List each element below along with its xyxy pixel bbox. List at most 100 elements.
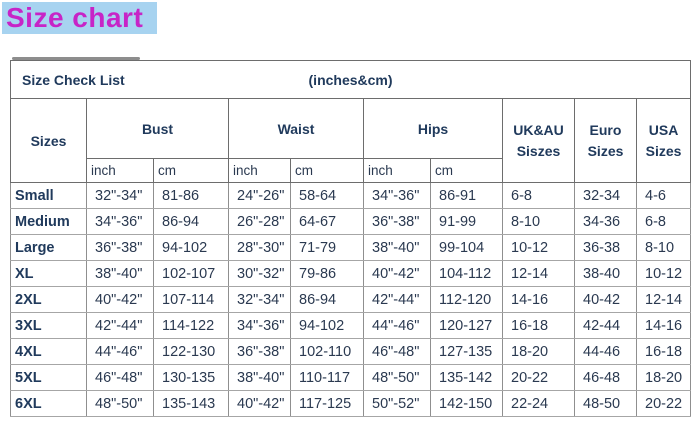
euro-size-value: 34-36 — [574, 208, 637, 235]
euro-size-value: 48-50 — [574, 390, 637, 417]
euro-size-value: 38-40 — [574, 260, 637, 287]
table-row: Small 32"-34" 81-86 24"-26" 58-64 34"-36… — [10, 182, 692, 209]
euro-size-value: 32-34 — [574, 182, 637, 209]
usa-size-value: 6-8 — [635, 208, 692, 235]
hips-inch-value: 36"-38" — [363, 208, 431, 235]
ukau-size-value: 22-24 — [502, 390, 575, 417]
hips-cm-value: 99-104 — [430, 234, 503, 261]
hips-cm-value: 112-120 — [430, 286, 503, 313]
euro-size-value: 42-44 — [574, 312, 637, 339]
unit-header-hips-cm: cm — [430, 158, 503, 183]
usa-size-value: 10-12 — [635, 260, 692, 287]
size-label: 6XL — [10, 390, 87, 417]
waist-cm-value: 86-94 — [290, 286, 364, 313]
size-chart-table: Size Check List (inches&cm) Sizes Bust W… — [9, 60, 692, 417]
waist-cm-value: 117-125 — [290, 390, 364, 417]
table-row: 6XL 48"-50" 135-143 40"-42" 117-125 50"-… — [10, 390, 692, 417]
bust-inch-value: 40"-42" — [86, 286, 154, 313]
ukau-size-value: 6-8 — [502, 182, 575, 209]
bust-inch-value: 32"-34" — [86, 182, 154, 209]
column-header-euro-sizes: Euro Sizes — [574, 98, 637, 183]
bust-inch-value: 42"-44" — [86, 312, 154, 339]
unit-header-row: inch cm inch cm inch cm — [11, 158, 691, 183]
hips-inch-value: 40"-42" — [363, 260, 431, 287]
ukau-size-value: 20-22 — [502, 364, 575, 391]
euro-size-value: 36-38 — [574, 234, 637, 261]
waist-cm-value: 79-86 — [290, 260, 364, 287]
column-header-usa-sizes: USA Sizes — [635, 98, 692, 183]
euro-size-value: 46-48 — [574, 364, 637, 391]
ukau-size-value: 18-20 — [502, 338, 575, 365]
bust-cm-value: 122-130 — [153, 338, 229, 365]
hips-inch-value: 48"-50" — [363, 364, 431, 391]
waist-cm-value: 110-117 — [290, 364, 364, 391]
bust-cm-value: 107-114 — [153, 286, 229, 313]
caption-title: Size Check List — [22, 71, 125, 88]
unit-header-bust-cm: cm — [153, 158, 229, 183]
hips-cm-value: 120-127 — [430, 312, 503, 339]
hips-cm-value: 104-112 — [430, 260, 503, 287]
hips-inch-value: 44"-46" — [363, 312, 431, 339]
bust-inch-value: 38"-40" — [86, 260, 154, 287]
waist-inch-value: 28"-30" — [228, 234, 291, 261]
waist-inch-value: 24"-26" — [228, 182, 291, 209]
waist-inch-value: 40"-42" — [228, 390, 291, 417]
column-header-hips: Hips — [363, 98, 503, 159]
ukau-size-value: 12-14 — [502, 260, 575, 287]
ukau-size-value: 8-10 — [502, 208, 575, 235]
usa-size-value: 8-10 — [635, 234, 692, 261]
usa-size-value: 12-14 — [635, 286, 692, 313]
euro-size-value: 40-42 — [574, 286, 637, 313]
caption-units: (inches&cm) — [308, 71, 393, 88]
size-label: 2XL — [10, 286, 87, 313]
waist-cm-value: 58-64 — [290, 182, 364, 209]
page-title: Size chart — [2, 2, 158, 34]
bust-inch-value: 44"-46" — [86, 338, 154, 365]
waist-inch-value: 38"-40" — [228, 364, 291, 391]
bust-cm-value: 135-143 — [153, 390, 229, 417]
size-label: 3XL — [10, 312, 87, 339]
bust-inch-value: 36"-38" — [86, 234, 154, 261]
usa-size-value: 16-18 — [635, 338, 692, 365]
waist-cm-value: 102-110 — [290, 338, 364, 365]
waist-cm-value: 94-102 — [290, 312, 364, 339]
hips-cm-value: 91-99 — [430, 208, 503, 235]
usa-size-value: 4-6 — [635, 182, 692, 209]
table-row: Large 36"-38" 94-102 28"-30" 71-79 38"-4… — [10, 234, 692, 261]
hips-cm-value: 86-91 — [430, 182, 503, 209]
size-label: 5XL — [10, 364, 87, 391]
waist-cm-value: 64-67 — [290, 208, 364, 235]
ukau-size-value: 14-16 — [502, 286, 575, 313]
column-header-waist: Waist — [228, 98, 364, 159]
size-label: Small — [10, 182, 87, 209]
waist-inch-value: 32"-34" — [228, 286, 291, 313]
unit-header-bust-inch: inch — [86, 158, 154, 183]
size-label: XL — [10, 260, 87, 287]
table-row: 5XL 46"-48" 130-135 38"-40" 110-117 48"-… — [10, 364, 692, 391]
unit-header-hips-inch: inch — [363, 158, 431, 183]
bust-inch-value: 46"-48" — [86, 364, 154, 391]
size-rows: Small 32"-34" 81-86 24"-26" 58-64 34"-36… — [10, 182, 692, 417]
divider-bar — [12, 57, 140, 60]
waist-inch-value: 30"-32" — [228, 260, 291, 287]
size-label: Medium — [10, 208, 87, 235]
table-row: Medium 34"-36" 86-94 26"-28" 64-67 36"-3… — [10, 208, 692, 235]
waist-inch-value: 26"-28" — [228, 208, 291, 235]
hips-cm-value: 127-135 — [430, 338, 503, 365]
table-row: 2XL 40"-42" 107-114 32"-34" 86-94 42"-44… — [10, 286, 692, 313]
bust-cm-value: 81-86 — [153, 182, 229, 209]
table-row: XL 38"-40" 102-107 30"-32" 79-86 40"-42"… — [10, 260, 692, 287]
hips-inch-value: 46"-48" — [363, 338, 431, 365]
bust-cm-value: 86-94 — [153, 208, 229, 235]
ukau-size-value: 10-12 — [502, 234, 575, 261]
usa-size-value: 14-16 — [635, 312, 692, 339]
column-header-ukau-sizes: UK&AU Siszes — [502, 98, 575, 183]
usa-size-value: 20-22 — [635, 390, 692, 417]
unit-header-waist-cm: cm — [290, 158, 364, 183]
hips-inch-value: 34"-36" — [363, 182, 431, 209]
euro-size-value: 44-46 — [574, 338, 637, 365]
hips-inch-value: 50"-52" — [363, 390, 431, 417]
usa-size-value: 18-20 — [635, 364, 692, 391]
bust-inch-value: 34"-36" — [86, 208, 154, 235]
